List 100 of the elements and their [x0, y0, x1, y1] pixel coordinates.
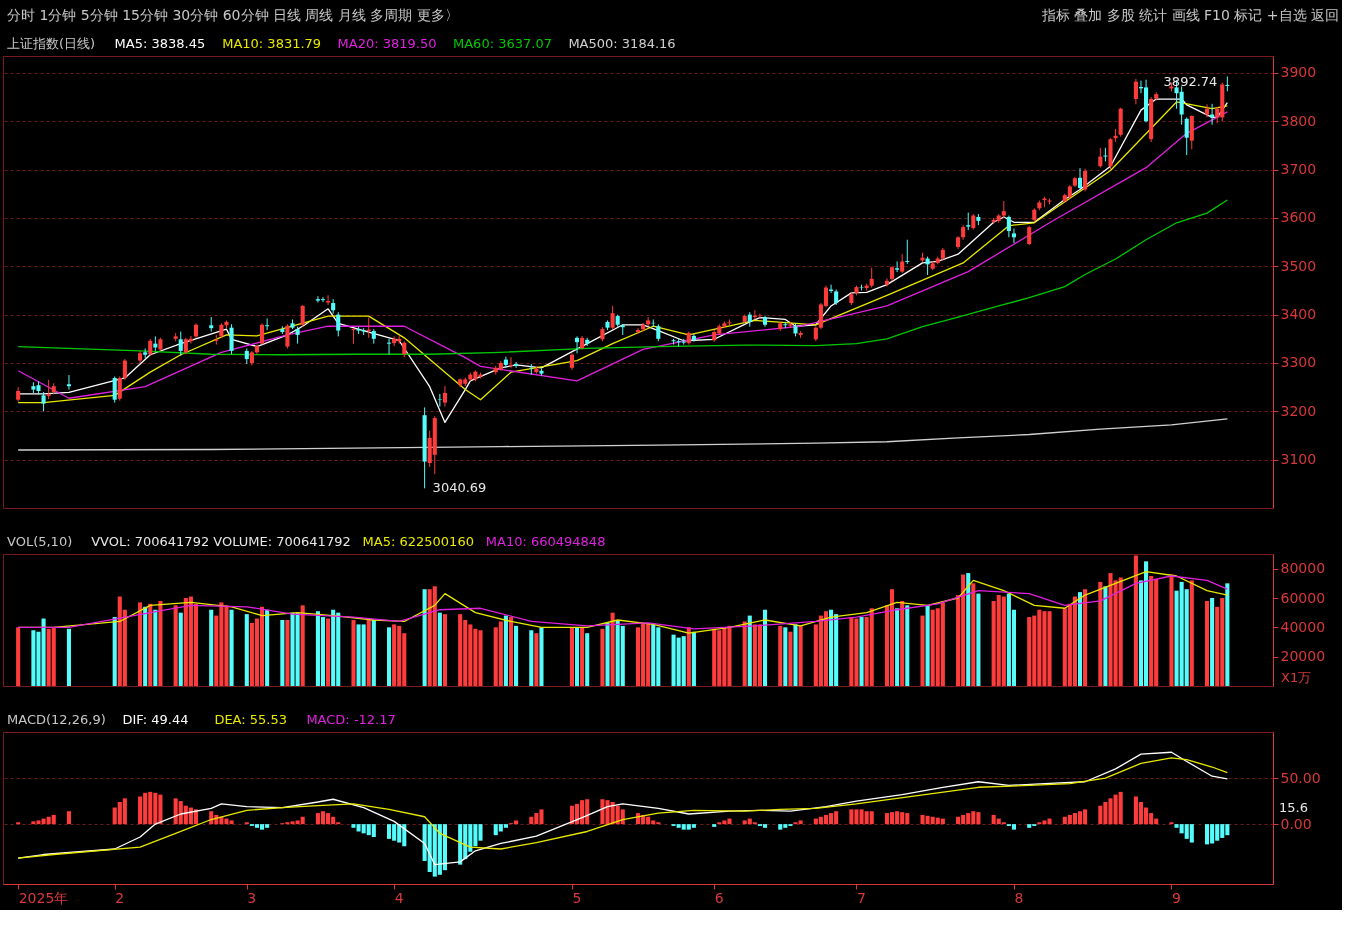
bar — [620, 809, 625, 825]
y-tick-label: 3800 — [1280, 112, 1317, 129]
bar — [514, 625, 519, 686]
candlestick — [895, 260, 900, 273]
bar — [635, 627, 641, 686]
bar — [793, 624, 798, 686]
x-tick-label: 3 — [247, 889, 257, 906]
y-tick-label: 3900 — [1280, 64, 1317, 81]
candlestick — [1225, 75, 1230, 92]
bar — [458, 614, 463, 686]
candlestick — [326, 294, 331, 306]
bar — [1011, 824, 1017, 830]
bar — [620, 625, 625, 686]
bar — [1072, 596, 1077, 686]
bar — [1027, 617, 1032, 686]
bar — [503, 824, 508, 828]
bar — [508, 617, 514, 686]
bar — [392, 624, 397, 686]
bar — [178, 612, 183, 686]
x-tick-label: 5 — [572, 889, 582, 906]
candlestick — [1133, 78, 1138, 105]
bar — [534, 633, 539, 686]
bar — [757, 624, 762, 686]
bar — [691, 631, 696, 686]
bar — [895, 608, 900, 686]
bar — [51, 814, 56, 825]
bar — [762, 824, 768, 828]
bar — [681, 636, 686, 686]
bar — [244, 614, 249, 686]
bar — [1077, 811, 1083, 825]
candlestick — [41, 391, 46, 412]
bar — [905, 605, 910, 686]
bar — [1189, 824, 1194, 843]
candlestick — [320, 296, 326, 303]
annotation: 3892.74 — [1163, 74, 1218, 90]
bar — [280, 620, 285, 686]
bar — [651, 624, 656, 686]
bar — [605, 622, 610, 686]
candlestick — [285, 323, 290, 349]
bar — [1169, 574, 1174, 686]
bar — [320, 811, 326, 825]
bar — [209, 609, 214, 686]
bar — [387, 824, 392, 839]
y-tick-label: 40000 — [1280, 618, 1326, 635]
text: MA10: 660494848 — [485, 534, 606, 549]
y-tick-label: 50.00 — [1280, 769, 1321, 786]
bar — [148, 603, 153, 686]
x-tick-label: 2 — [115, 889, 125, 906]
y-tick-label: 3300 — [1280, 354, 1317, 371]
bar — [122, 798, 127, 825]
bar — [900, 600, 905, 686]
line-series — [17, 199, 1229, 356]
bar — [574, 627, 580, 686]
bar — [259, 824, 265, 830]
bar — [1225, 583, 1230, 686]
bar — [1210, 598, 1215, 686]
bar — [940, 602, 945, 686]
y-tick-label: 3200 — [1280, 402, 1317, 419]
bar — [285, 620, 290, 686]
candlestick — [1083, 168, 1088, 192]
bar — [158, 600, 163, 686]
bar — [1027, 824, 1032, 828]
bar — [1103, 586, 1108, 686]
text: MA10: 3831.79 — [222, 36, 322, 51]
bar — [1204, 600, 1210, 686]
candlestick — [1210, 103, 1215, 126]
x-tick-label: 9 — [1171, 889, 1181, 906]
y-tick-label: 3700 — [1280, 161, 1317, 178]
bar — [138, 796, 143, 825]
text: MA60: 3637.07 — [453, 36, 552, 51]
bar — [371, 824, 376, 838]
bar — [600, 628, 605, 686]
x-tick-label: 2025年 — [18, 889, 69, 906]
bar — [1118, 791, 1123, 825]
y-tick-label: 3600 — [1280, 209, 1317, 226]
bar — [889, 589, 895, 686]
y-tick-label: 0.00 — [1280, 815, 1312, 832]
bar — [798, 625, 803, 686]
bar — [976, 593, 981, 686]
bar — [762, 609, 768, 686]
bar — [51, 627, 56, 686]
text: DIF: 49.44 — [122, 712, 189, 727]
candlestick — [178, 331, 183, 357]
candlestick — [1027, 225, 1032, 246]
bar — [1077, 592, 1083, 686]
x-tick-label: 8 — [1014, 889, 1024, 906]
bar — [1118, 577, 1123, 686]
bar — [458, 824, 463, 865]
bar — [778, 824, 783, 830]
chart-title: VOL(5,10) — [7, 534, 73, 549]
bar — [966, 573, 971, 686]
bar — [529, 816, 534, 825]
bar — [1189, 580, 1194, 686]
bar — [580, 627, 585, 686]
x-tick-label: 6 — [714, 889, 724, 906]
bar — [143, 606, 148, 686]
candlestick — [1011, 228, 1017, 244]
bar — [193, 809, 199, 825]
bar — [503, 615, 508, 686]
candlestick — [635, 327, 641, 335]
